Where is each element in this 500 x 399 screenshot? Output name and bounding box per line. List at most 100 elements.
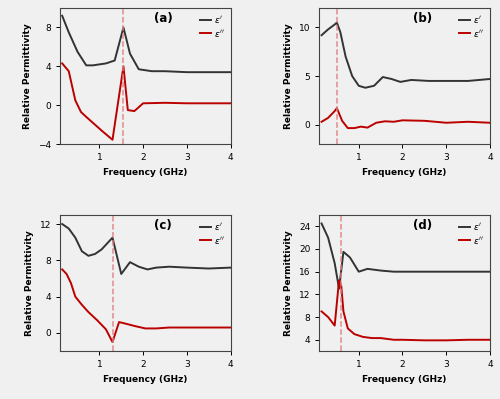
$\varepsilon'$ [380, 75, 386, 79]
$\varepsilon'$ [325, 235, 331, 240]
$\varepsilon''$ [79, 302, 85, 307]
$\varepsilon''$ [422, 338, 428, 343]
$\varepsilon'$ [110, 235, 116, 240]
$\varepsilon'$ [127, 51, 133, 56]
$\varepsilon'$ [318, 221, 324, 226]
Line: $\varepsilon''$: $\varepsilon''$ [62, 63, 230, 140]
$\varepsilon''$ [318, 119, 324, 124]
Text: (a): (a) [154, 12, 172, 25]
$\varepsilon'$ [79, 249, 85, 254]
$\varepsilon''$ [94, 318, 100, 323]
$\varepsilon'$ [465, 269, 471, 274]
$\varepsilon''$ [132, 324, 138, 328]
$\varepsilon''$ [64, 272, 70, 277]
$\varepsilon'$ [120, 25, 126, 30]
$\varepsilon'$ [342, 54, 348, 59]
$\varepsilon''$ [184, 101, 190, 106]
$\varepsilon'$ [90, 63, 96, 68]
$\varepsilon'$ [371, 83, 377, 88]
$\varepsilon''$ [66, 69, 72, 73]
$\varepsilon'$ [74, 49, 80, 54]
$\varepsilon'$ [84, 63, 89, 68]
$\varepsilon'$ [332, 22, 338, 27]
$\varepsilon'$ [166, 264, 172, 269]
$\varepsilon''$ [166, 325, 172, 330]
$\varepsilon'$ [59, 14, 65, 18]
$\varepsilon''$ [360, 334, 366, 339]
Y-axis label: Relative Permittivity: Relative Permittivity [24, 23, 32, 129]
Line: $\varepsilon''$: $\varepsilon''$ [322, 280, 490, 340]
$\varepsilon'$ [72, 235, 78, 240]
$\varepsilon'$ [347, 255, 353, 260]
$\varepsilon'$ [364, 267, 370, 271]
Line: $\varepsilon'$: $\varepsilon'$ [322, 23, 490, 88]
Y-axis label: Relative Permittivity: Relative Permittivity [284, 23, 294, 129]
$\varepsilon''$ [400, 118, 406, 123]
$\varepsilon'$ [340, 249, 346, 254]
$\varepsilon''$ [154, 326, 160, 331]
$\varepsilon''$ [125, 108, 131, 113]
$\varepsilon''$ [110, 137, 116, 142]
$\varepsilon'$ [356, 83, 362, 88]
$\varepsilon'$ [184, 70, 190, 75]
Legend: $\varepsilon'$, $\varepsilon''$: $\varepsilon'$, $\varepsilon''$ [198, 219, 226, 247]
$\varepsilon'$ [465, 79, 471, 83]
X-axis label: Frequency (GHz): Frequency (GHz) [362, 168, 447, 177]
$\varepsilon''$ [390, 338, 396, 342]
$\varepsilon'$ [206, 266, 212, 271]
Legend: $\varepsilon'$, $\varepsilon''$: $\varepsilon'$, $\varepsilon''$ [198, 12, 226, 40]
X-axis label: Frequency (GHz): Frequency (GHz) [362, 375, 447, 384]
$\varepsilon'$ [362, 85, 368, 90]
$\varepsilon''$ [318, 309, 324, 314]
$\varepsilon'$ [325, 27, 331, 32]
$\varepsilon''$ [339, 119, 345, 123]
$\varepsilon'$ [127, 260, 133, 265]
Legend: $\varepsilon'$, $\varepsilon''$: $\varepsilon'$, $\varepsilon''$ [458, 219, 485, 247]
$\varepsilon''$ [422, 119, 428, 123]
X-axis label: Frequency (GHz): Frequency (GHz) [103, 168, 188, 177]
$\varepsilon''$ [98, 128, 104, 133]
$\varepsilon''$ [59, 267, 65, 272]
$\varepsilon''$ [116, 320, 122, 324]
$\varepsilon'$ [378, 268, 384, 273]
$\varepsilon''$ [487, 120, 493, 125]
$\varepsilon''$ [124, 322, 130, 326]
Line: $\varepsilon'$: $\varepsilon'$ [62, 16, 230, 72]
$\varepsilon'$ [228, 70, 234, 75]
X-axis label: Frequency (GHz): Frequency (GHz) [103, 375, 188, 384]
$\varepsilon'$ [92, 252, 98, 257]
Line: $\varepsilon''$: $\varepsilon''$ [322, 108, 490, 128]
$\varepsilon''$ [443, 120, 449, 125]
$\varepsilon''$ [120, 64, 126, 69]
$\varepsilon''$ [487, 338, 493, 342]
$\varepsilon'$ [332, 261, 338, 266]
$\varepsilon''$ [228, 101, 234, 106]
$\varepsilon''$ [443, 338, 449, 343]
$\varepsilon'$ [388, 77, 394, 81]
$\varepsilon''$ [465, 119, 471, 124]
$\varepsilon'$ [443, 79, 449, 83]
$\varepsilon''$ [352, 332, 358, 336]
Y-axis label: Relative Permittivity: Relative Permittivity [284, 230, 294, 336]
$\varepsilon''$ [325, 315, 331, 320]
$\varepsilon''$ [72, 98, 78, 103]
$\varepsilon'$ [398, 79, 404, 84]
$\varepsilon''$ [358, 124, 364, 129]
$\varepsilon''$ [400, 338, 406, 342]
$\varepsilon'$ [66, 226, 72, 231]
$\varepsilon''$ [364, 125, 370, 130]
$\varepsilon''$ [78, 110, 84, 115]
$\varepsilon''$ [84, 115, 89, 119]
$\varepsilon''$ [206, 325, 212, 330]
$\varepsilon''$ [140, 101, 146, 106]
$\varepsilon'$ [162, 69, 168, 73]
$\varepsilon''$ [338, 283, 344, 288]
$\varepsilon'$ [334, 20, 340, 25]
$\varepsilon''$ [162, 101, 168, 105]
$\varepsilon'$ [338, 30, 344, 35]
$\varepsilon'$ [136, 67, 142, 72]
$\varepsilon''$ [184, 325, 190, 330]
$\varepsilon''$ [68, 280, 74, 285]
$\varepsilon''$ [340, 309, 346, 314]
Text: (b): (b) [413, 12, 432, 25]
